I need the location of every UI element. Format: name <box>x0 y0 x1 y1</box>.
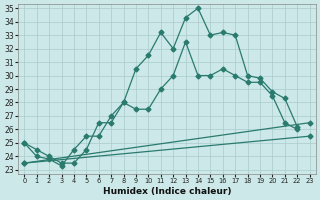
X-axis label: Humidex (Indice chaleur): Humidex (Indice chaleur) <box>103 187 231 196</box>
